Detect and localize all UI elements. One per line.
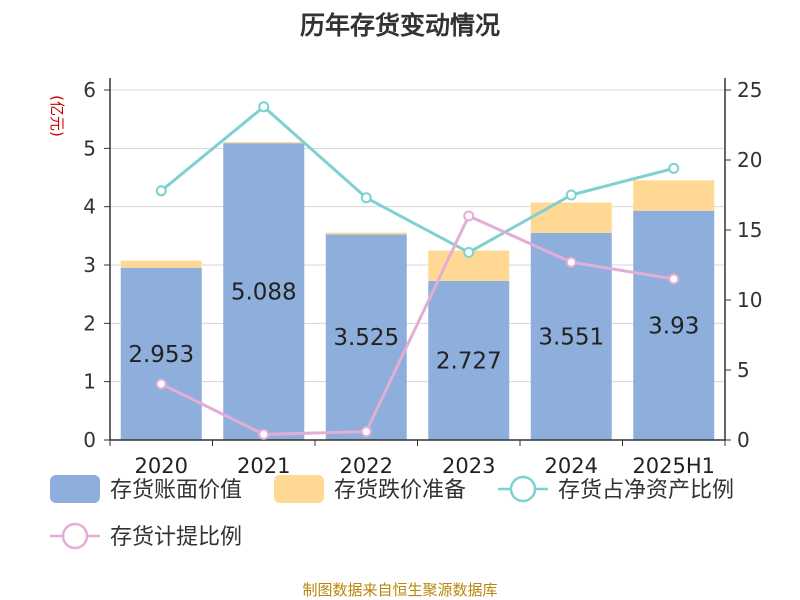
y-left-tick-label: 2: [83, 311, 96, 335]
bar-value-label: 3.525: [333, 325, 399, 351]
bar-inventory-impairment: [120, 260, 202, 268]
x-tick-label: 2024: [545, 454, 598, 478]
bar-inventory-book-value: [633, 210, 715, 440]
source-note: 制图数据来自恒生聚源数据库: [302, 581, 498, 599]
point-impairment-ratio: [155, 378, 167, 390]
legend-label: 存货跌价准备: [334, 478, 466, 503]
bar-value-label: 5.088: [231, 280, 297, 306]
bar-inventory-book-value: [120, 267, 202, 440]
y-right-tick-label: 10: [737, 288, 762, 312]
bar-value-label: 3.551: [538, 324, 604, 350]
x-tick-label: 2022: [340, 454, 393, 478]
point-inventory-to-net-assets: [155, 185, 167, 197]
y-right-tick-label: 25: [737, 78, 762, 102]
legend-marker-net-assets: [509, 475, 537, 503]
y-right-tick-label: 5: [737, 358, 750, 382]
y-right-tick-label: 20: [737, 148, 762, 172]
y-right-tick-label: 15: [737, 218, 762, 242]
y-right-axis-label: %: [796, 85, 800, 99]
point-impairment-ratio: [668, 273, 680, 285]
point-impairment-ratio: [565, 256, 577, 268]
y-left-tick-label: 4: [83, 195, 96, 219]
x-tick-label: 2020: [135, 454, 188, 478]
bar-inventory-impairment: [325, 232, 407, 235]
point-inventory-to-net-assets: [668, 162, 680, 174]
point-inventory-to-net-assets: [463, 246, 475, 258]
legend-swatch-book-value: [50, 475, 100, 503]
line-inventory-to-net-assets: [160, 105, 675, 254]
legend-swatch-impairment: [274, 475, 324, 503]
bar-inventory-impairment: [223, 142, 305, 144]
x-tick-label: 2021: [237, 454, 290, 478]
y-left-tick-label: 1: [83, 370, 96, 394]
y-left-tick-label: 0: [83, 428, 96, 452]
point-impairment-ratio: [463, 210, 475, 222]
bar-value-label: 2.953: [128, 342, 194, 368]
bar-inventory-impairment: [633, 180, 715, 211]
y-left-tick-label: 3: [83, 253, 96, 277]
bar-inventory-book-value: [428, 280, 510, 440]
bar-inventory-book-value: [325, 234, 407, 440]
y-left-tick-label: 6: [83, 78, 96, 102]
legend-label: 存货占净资产比例: [558, 478, 734, 503]
point-inventory-to-net-assets: [360, 192, 372, 204]
y-right-tick-label: 0: [737, 428, 750, 452]
bar-inventory-book-value: [223, 143, 305, 440]
legend-marker-impairment-ratio: [61, 522, 89, 550]
chart-title: 历年存货变动情况: [299, 11, 500, 40]
bar-value-label: 2.727: [436, 348, 502, 374]
bar-inventory-impairment: [530, 202, 612, 233]
x-tick-label: 2025H1: [632, 454, 715, 478]
point-impairment-ratio: [360, 426, 372, 438]
line-impairment-ratio: [160, 214, 674, 436]
point-inventory-to-net-assets: [565, 189, 577, 201]
y-left-tick-label: 5: [83, 136, 96, 160]
point-inventory-to-net-assets: [258, 101, 270, 113]
x-tick-label: 2023: [442, 454, 495, 478]
legend-label: 存货账面价值: [110, 478, 242, 503]
point-impairment-ratio: [258, 428, 270, 440]
bar-value-label: 3.93: [648, 313, 699, 339]
y-left-axis-label: (亿元): [48, 95, 66, 137]
legend-label: 存货计提比例: [110, 525, 242, 550]
